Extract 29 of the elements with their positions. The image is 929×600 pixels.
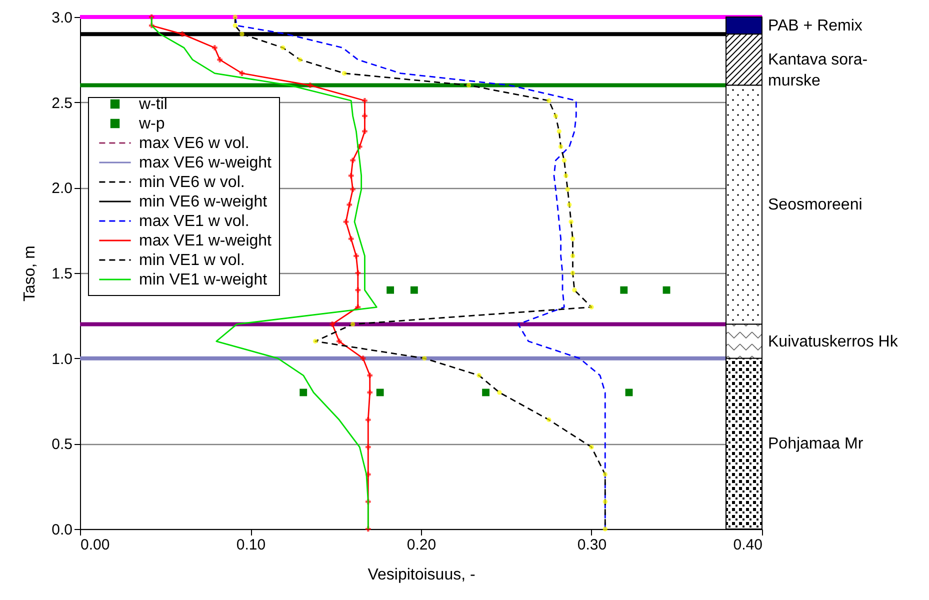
y-tick-label: 3.0 [52,10,72,26]
legend-label: min VE1 w-weight [139,272,268,288]
x-tick-label: 0.10 [236,536,266,554]
y-axis-title: Taso, m [22,245,39,302]
x-axis-title: Vesipitoisuus, - [368,566,476,584]
legend-label: min VE6 w vol. [139,174,245,191]
legend-label: min VE1 w vol. [139,252,245,269]
x-tick-label: 0.40 [733,536,762,554]
band-label: Seosmoreeni [768,196,862,214]
y-tick-label: 1.0 [52,350,72,368]
band-label: Pohjamaa Mr [768,436,864,453]
legend-label: max VE6 w vol. [139,135,250,152]
legend-label: max VE1 w-weight [139,232,272,250]
y-tick-label: 0.0 [52,522,72,538]
legend-label: max VE6 w-weight [139,154,272,172]
y-tick-label: 1.5 [52,266,72,282]
x-tick-label: 0.20 [406,536,436,554]
y-tick-label: 2.0 [52,180,72,198]
band-label: Kuivatuskerros Hk [768,333,899,350]
legend-label: max VE1 w vol. [139,213,250,230]
legend-label: min VE6 w-weight [139,194,268,210]
y-tick-label: 2.5 [52,94,72,112]
band-label: PAB + Remix [768,18,862,35]
x-tick-label: 0.30 [577,536,607,554]
band-label: Kantava sora- murske [768,52,868,90]
legend-label: w-til [138,96,168,113]
x-tick-label: 0.00 [80,536,110,554]
legend-label: w-p [138,116,165,132]
y-tick-label: 0.5 [52,436,72,454]
